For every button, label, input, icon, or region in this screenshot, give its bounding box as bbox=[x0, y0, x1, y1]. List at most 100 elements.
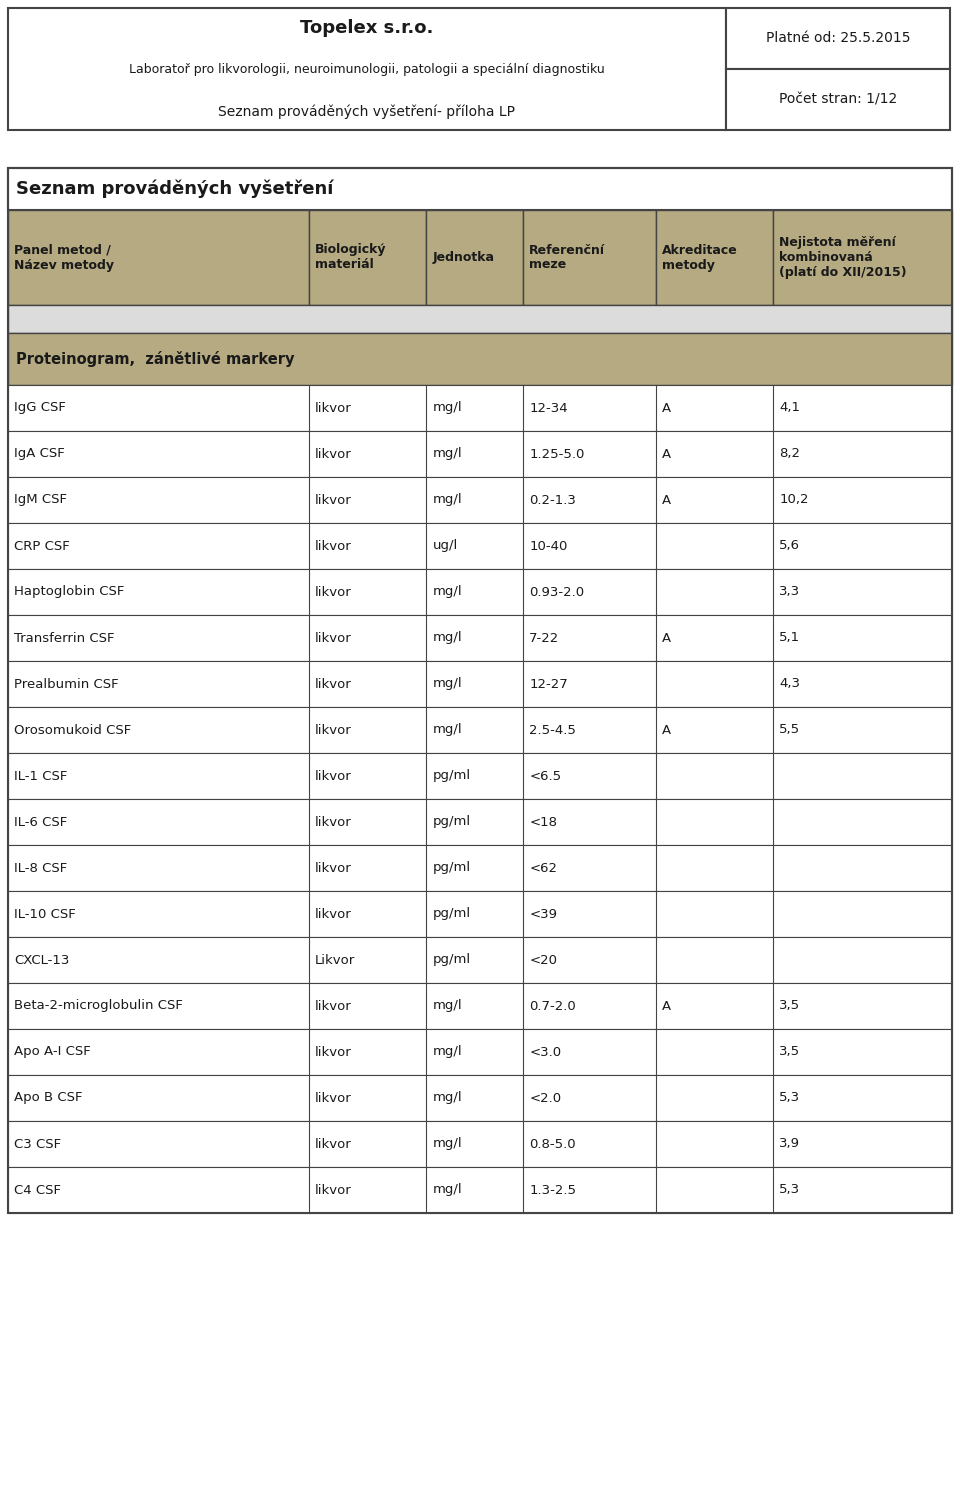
Bar bbox=[8, 1075, 952, 1121]
Text: 8,2: 8,2 bbox=[780, 447, 801, 461]
Bar bbox=[726, 69, 950, 130]
Text: 4,1: 4,1 bbox=[780, 401, 801, 414]
Text: likvor: likvor bbox=[315, 586, 351, 598]
Bar bbox=[8, 523, 952, 570]
Bar bbox=[8, 845, 952, 892]
Text: <18: <18 bbox=[529, 816, 558, 829]
Text: CRP CSF: CRP CSF bbox=[14, 540, 70, 553]
Text: 1.3-2.5: 1.3-2.5 bbox=[529, 1184, 576, 1196]
Bar bbox=[8, 753, 952, 799]
Text: 5,3: 5,3 bbox=[780, 1091, 801, 1105]
Bar bbox=[8, 385, 952, 431]
Text: mg/l: mg/l bbox=[432, 401, 462, 414]
Bar bbox=[8, 983, 952, 1029]
Text: IgM CSF: IgM CSF bbox=[14, 494, 67, 507]
Text: Beta-2-microglobulin CSF: Beta-2-microglobulin CSF bbox=[14, 999, 182, 1012]
Text: mg/l: mg/l bbox=[432, 1045, 462, 1059]
Text: IgA CSF: IgA CSF bbox=[14, 447, 64, 461]
Bar bbox=[8, 570, 952, 614]
Bar bbox=[726, 7, 950, 69]
Text: likvor: likvor bbox=[315, 1138, 351, 1151]
Text: Referenční
meze: Referenční meze bbox=[529, 243, 606, 271]
Text: mg/l: mg/l bbox=[432, 1184, 462, 1196]
Text: likvor: likvor bbox=[315, 447, 351, 461]
Text: A: A bbox=[662, 494, 671, 507]
Bar bbox=[8, 892, 952, 936]
Bar bbox=[8, 332, 952, 385]
Text: likvor: likvor bbox=[315, 862, 351, 875]
Text: Seznam prováděných vyšetření: Seznam prováděných vyšetření bbox=[16, 180, 333, 198]
Text: 5,3: 5,3 bbox=[780, 1184, 801, 1196]
Text: A: A bbox=[662, 401, 671, 414]
Text: 5,6: 5,6 bbox=[780, 540, 801, 553]
Bar bbox=[8, 661, 952, 707]
Text: likvor: likvor bbox=[315, 540, 351, 553]
Text: 5,5: 5,5 bbox=[780, 723, 801, 737]
Text: 5,1: 5,1 bbox=[780, 632, 801, 644]
Text: IL-6 CSF: IL-6 CSF bbox=[14, 816, 67, 829]
Text: IL-10 CSF: IL-10 CSF bbox=[14, 908, 76, 920]
Text: ug/l: ug/l bbox=[432, 540, 458, 553]
Text: mg/l: mg/l bbox=[432, 999, 462, 1012]
Text: IL-8 CSF: IL-8 CSF bbox=[14, 862, 67, 875]
Text: 4,3: 4,3 bbox=[780, 677, 801, 690]
Bar bbox=[8, 1029, 952, 1075]
Text: likvor: likvor bbox=[315, 723, 351, 737]
Bar bbox=[8, 936, 952, 983]
Text: Transferrin CSF: Transferrin CSF bbox=[14, 632, 114, 644]
Bar bbox=[8, 799, 952, 845]
Bar bbox=[8, 1167, 952, 1214]
Bar bbox=[8, 614, 952, 661]
Bar bbox=[426, 210, 523, 306]
Text: A: A bbox=[662, 723, 671, 737]
Text: Počet stran: 1/12: Počet stran: 1/12 bbox=[779, 92, 898, 106]
Text: <2.0: <2.0 bbox=[529, 1091, 562, 1105]
Text: C3 CSF: C3 CSF bbox=[14, 1138, 61, 1151]
Text: mg/l: mg/l bbox=[432, 723, 462, 737]
Text: pg/ml: pg/ml bbox=[432, 816, 470, 829]
Text: Likvor: Likvor bbox=[315, 954, 355, 966]
Text: Apo A-I CSF: Apo A-I CSF bbox=[14, 1045, 91, 1059]
Text: pg/ml: pg/ml bbox=[432, 862, 470, 875]
Text: <62: <62 bbox=[529, 862, 558, 875]
Text: Akreditace
metody: Akreditace metody bbox=[662, 243, 738, 271]
Text: likvor: likvor bbox=[315, 677, 351, 690]
Text: likvor: likvor bbox=[315, 816, 351, 829]
Text: 3,5: 3,5 bbox=[780, 1045, 801, 1059]
Text: Jednotka: Jednotka bbox=[432, 250, 494, 264]
Text: 3,9: 3,9 bbox=[780, 1138, 801, 1151]
Text: IL-1 CSF: IL-1 CSF bbox=[14, 769, 67, 783]
Text: mg/l: mg/l bbox=[432, 677, 462, 690]
Bar bbox=[656, 210, 774, 306]
Text: <39: <39 bbox=[529, 908, 558, 920]
Text: Laboratoř pro likvorologii, neuroimunologii, patologii a speciální diagnostiku: Laboratoř pro likvorologii, neuroimunolo… bbox=[130, 63, 605, 76]
Text: 12-27: 12-27 bbox=[529, 677, 568, 690]
Bar bbox=[8, 168, 952, 210]
Bar bbox=[8, 431, 952, 477]
Text: 7-22: 7-22 bbox=[529, 632, 560, 644]
Text: Proteinogram,  zánětlivé markery: Proteinogram, zánětlivé markery bbox=[16, 350, 295, 367]
Text: 12-34: 12-34 bbox=[529, 401, 568, 414]
Text: likvor: likvor bbox=[315, 632, 351, 644]
Text: 3,3: 3,3 bbox=[780, 586, 801, 598]
Text: likvor: likvor bbox=[315, 1045, 351, 1059]
Text: Apo B CSF: Apo B CSF bbox=[14, 1091, 83, 1105]
Text: <3.0: <3.0 bbox=[529, 1045, 562, 1059]
Text: likvor: likvor bbox=[315, 494, 351, 507]
Text: pg/ml: pg/ml bbox=[432, 908, 470, 920]
Text: likvor: likvor bbox=[315, 401, 351, 414]
Bar bbox=[523, 210, 656, 306]
Text: pg/ml: pg/ml bbox=[432, 954, 470, 966]
Text: likvor: likvor bbox=[315, 1184, 351, 1196]
Text: mg/l: mg/l bbox=[432, 1138, 462, 1151]
Text: likvor: likvor bbox=[315, 999, 351, 1012]
Text: A: A bbox=[662, 632, 671, 644]
Text: CXCL-13: CXCL-13 bbox=[14, 954, 69, 966]
Text: 3,5: 3,5 bbox=[780, 999, 801, 1012]
Bar bbox=[8, 7, 726, 130]
Text: mg/l: mg/l bbox=[432, 586, 462, 598]
Text: Haptoglobin CSF: Haptoglobin CSF bbox=[14, 586, 125, 598]
Text: 0.8-5.0: 0.8-5.0 bbox=[529, 1138, 576, 1151]
Text: C4 CSF: C4 CSF bbox=[14, 1184, 61, 1196]
Text: Seznam prováděných vyšetření- příloha LP: Seznam prováděných vyšetření- příloha LP bbox=[219, 104, 516, 119]
